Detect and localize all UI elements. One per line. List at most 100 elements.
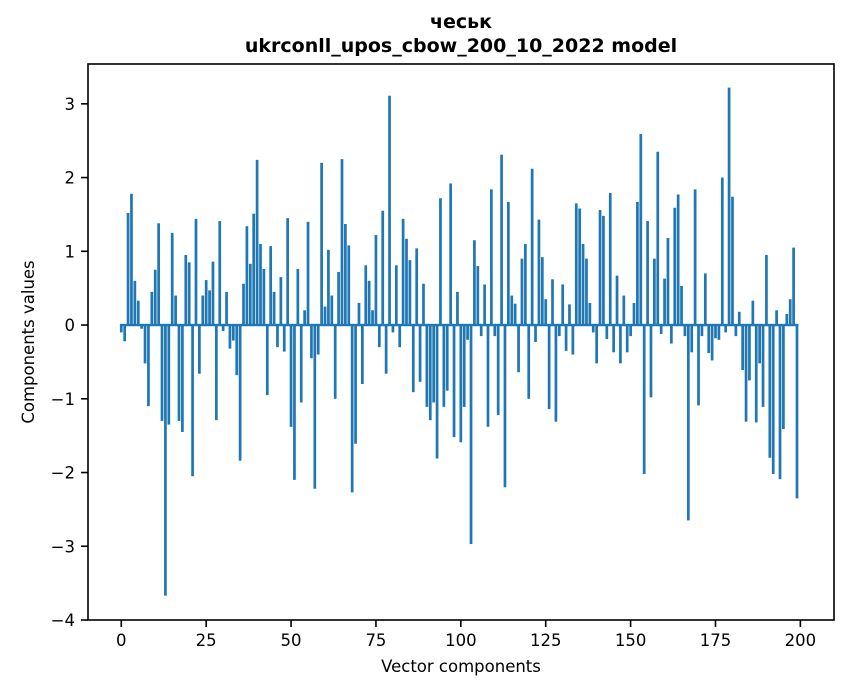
bar	[792, 247, 795, 326]
bar	[510, 295, 514, 326]
bar	[235, 325, 239, 376]
bar	[479, 325, 483, 337]
bar	[534, 325, 537, 342]
bar	[503, 325, 507, 488]
bar	[293, 325, 296, 480]
bar	[602, 215, 605, 326]
bar	[405, 238, 408, 326]
bar	[581, 243, 585, 326]
bar	[140, 325, 144, 329]
bar	[377, 325, 381, 348]
bar	[683, 325, 687, 337]
bar	[337, 271, 340, 326]
bar	[523, 243, 527, 326]
bar	[439, 198, 442, 326]
bar	[228, 325, 232, 349]
bar	[520, 258, 524, 326]
bar	[490, 189, 493, 326]
bar	[350, 325, 354, 493]
bar	[639, 134, 643, 326]
bar	[754, 325, 758, 423]
bar	[605, 325, 609, 340]
bar	[588, 302, 592, 326]
bar	[160, 325, 164, 421]
bar	[344, 224, 347, 326]
bar	[204, 280, 208, 326]
x-axis-label: Vector components	[381, 657, 541, 676]
bar	[428, 325, 432, 421]
bar	[782, 325, 785, 430]
bar	[629, 325, 632, 337]
bar	[795, 325, 799, 499]
bar	[184, 254, 188, 326]
bar	[527, 325, 531, 399]
y-tick-label: −1	[51, 390, 75, 409]
bar	[557, 325, 561, 337]
bar	[330, 295, 334, 326]
bar	[483, 284, 486, 326]
bar	[123, 325, 127, 342]
bar	[670, 325, 673, 344]
bar	[442, 325, 446, 407]
bar	[459, 325, 463, 443]
y-tick-label: 3	[65, 95, 76, 114]
bar	[286, 218, 290, 326]
bar	[170, 232, 174, 326]
bar	[788, 299, 792, 326]
bar	[388, 95, 391, 326]
zero-baseline	[119, 323, 799, 327]
bar	[642, 325, 646, 474]
bar	[748, 325, 751, 381]
bar	[143, 325, 147, 364]
bar	[554, 325, 558, 422]
bar	[323, 306, 327, 326]
bar	[561, 284, 565, 326]
bar	[133, 280, 137, 326]
y-tick-label: 0	[65, 316, 76, 335]
bar	[265, 325, 269, 396]
bar	[364, 265, 368, 326]
bar	[248, 263, 252, 326]
bar	[269, 246, 273, 326]
bar	[636, 201, 639, 326]
bar	[333, 325, 337, 399]
bar	[707, 325, 711, 354]
bar	[276, 325, 279, 348]
bar	[340, 159, 344, 326]
bar	[313, 325, 317, 489]
bar	[452, 325, 456, 438]
bar	[371, 310, 374, 326]
bar	[126, 212, 130, 326]
bar	[136, 300, 140, 326]
bar	[615, 275, 619, 326]
bar	[734, 325, 738, 337]
bar	[398, 325, 402, 348]
bar	[513, 303, 517, 326]
bar	[649, 325, 653, 398]
bar	[574, 203, 578, 326]
bar	[761, 325, 765, 407]
bar	[585, 258, 588, 326]
bar	[771, 325, 775, 474]
bar	[466, 325, 469, 340]
bar	[357, 302, 361, 326]
bar	[245, 226, 249, 326]
bar	[320, 162, 323, 326]
bar	[632, 302, 636, 326]
bar	[198, 325, 201, 374]
bar	[391, 325, 395, 333]
bar	[544, 299, 548, 326]
bar	[462, 325, 466, 407]
bar	[676, 194, 680, 326]
bar	[578, 208, 582, 326]
bar	[625, 325, 629, 353]
x-tick-label: 50	[281, 631, 302, 650]
bar	[157, 223, 160, 326]
bar	[507, 201, 510, 326]
bar	[686, 325, 690, 521]
bar	[411, 325, 415, 393]
bar	[703, 273, 707, 326]
x-tick-label: 175	[700, 631, 732, 650]
